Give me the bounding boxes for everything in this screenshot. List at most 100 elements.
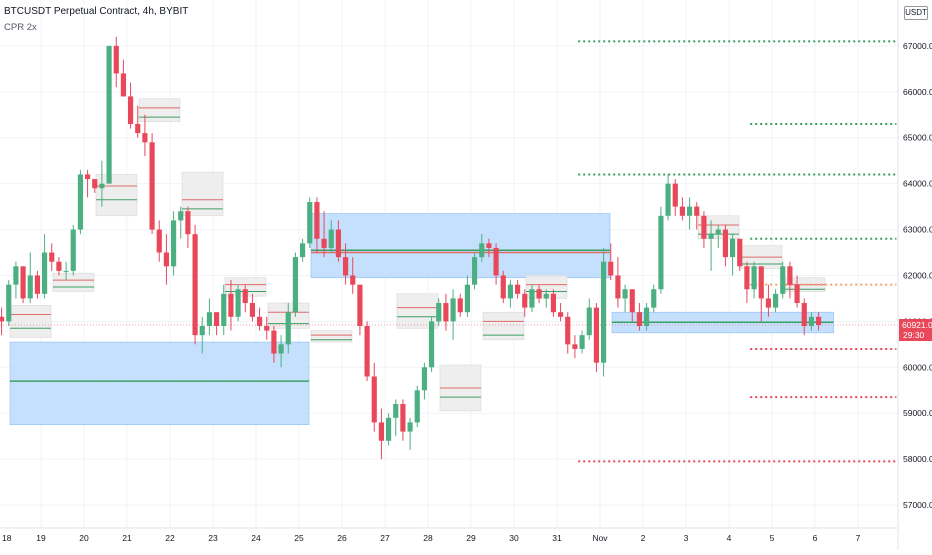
candle-body: [185, 211, 191, 235]
candle-body: [421, 367, 427, 391]
candle-body: [593, 307, 599, 363]
candle-body: [808, 316, 814, 326]
time-tick-label: 22: [165, 533, 175, 543]
candle-body: [722, 229, 728, 258]
cpr-zone: [310, 213, 611, 279]
candle-body: [601, 261, 607, 363]
price-tick-label: 59000.0: [903, 408, 932, 418]
candle-body: [400, 404, 406, 432]
candle-body: [249, 303, 255, 317]
candle-body: [651, 289, 657, 308]
candle-body: [178, 211, 184, 221]
candle-body: [486, 243, 492, 248]
candle-body: [42, 252, 48, 294]
cpr-box: [138, 98, 181, 122]
candle-body: [436, 303, 442, 322]
candle-body: [63, 270, 69, 272]
candle-body: [271, 330, 277, 354]
candle-body: [386, 417, 392, 441]
candle-body: [665, 183, 671, 216]
candle-body: [85, 174, 91, 180]
price-tick-label: 65000.0: [903, 133, 932, 143]
candle-body: [335, 229, 341, 258]
candle-body: [214, 312, 220, 326]
currency-unit-badge[interactable]: USDT: [904, 6, 928, 20]
candle-body: [536, 289, 542, 299]
candle-body: [672, 183, 678, 207]
candle-body: [56, 261, 62, 271]
candle-body: [113, 45, 119, 74]
time-tick-label: 28: [423, 533, 433, 543]
time-tick-label: 7: [856, 533, 861, 543]
candle-body: [493, 247, 499, 276]
time-tick-label: 26: [337, 533, 347, 543]
candle-body: [257, 316, 263, 326]
time-tick-label: 20: [79, 533, 89, 543]
candle-body: [636, 312, 642, 326]
time-tick-label: 21: [122, 533, 132, 543]
candle-body: [443, 303, 449, 322]
candle-body: [658, 215, 664, 290]
candle-body: [464, 284, 470, 313]
projected-levels: [0, 40, 898, 463]
time-tick-label: 19: [36, 533, 46, 543]
candle-body: [106, 45, 112, 184]
candle-body: [171, 220, 177, 267]
candle-body: [507, 284, 513, 299]
candle-body: [285, 312, 291, 345]
candle-body: [350, 275, 356, 285]
price-tick-label: 64000.0: [903, 179, 932, 189]
candle-body: [221, 293, 227, 326]
cpr-box: [9, 305, 52, 338]
candle-body: [120, 73, 126, 97]
time-tick-label: 3: [684, 533, 689, 543]
candle-body: [715, 229, 721, 235]
cpr-box: [310, 330, 353, 343]
candle-body: [199, 325, 205, 336]
price-tick-label: 66000.0: [903, 87, 932, 97]
time-tick-label: 27: [380, 533, 390, 543]
price-tick-label: 58000.0: [903, 454, 932, 464]
candle-body: [615, 275, 621, 299]
candle-body: [156, 229, 162, 253]
candle-body: [92, 179, 98, 189]
candle-body: [70, 229, 76, 271]
time-tick-label: 25: [294, 533, 304, 543]
time-tick-label: 24: [251, 533, 261, 543]
candle-body: [99, 183, 105, 189]
candle-body: [701, 215, 707, 239]
candle-body: [206, 312, 212, 326]
candle-body: [364, 325, 370, 377]
candle-body: [20, 266, 26, 299]
candle-body: [708, 234, 714, 239]
indicator-label[interactable]: CPR 2x: [4, 22, 37, 33]
candle-body: [801, 303, 807, 326]
time-tick-label: 2: [641, 533, 646, 543]
last-price-value: 60921.0: [902, 320, 932, 330]
candle-body: [314, 202, 320, 239]
candle-body: [687, 206, 693, 216]
price-tick-label: 57000.0: [903, 500, 932, 510]
candle-body: [550, 293, 556, 313]
candle-body: [163, 252, 169, 267]
candle-body: [149, 142, 155, 230]
price-tick-label: 63000.0: [903, 225, 932, 235]
candle-body: [730, 238, 736, 258]
cpr-box: [95, 174, 138, 217]
candle-body: [644, 307, 650, 326]
candle-body: [694, 206, 700, 216]
candle-body: [371, 376, 377, 423]
candle-body: [357, 284, 363, 326]
cpr-zones: [9, 213, 834, 425]
candle-body: [816, 316, 822, 326]
candle-body: [292, 257, 298, 313]
candle-body: [780, 266, 786, 294]
candle-body: [27, 275, 33, 299]
candle-body: [629, 289, 635, 313]
candle-body: [586, 307, 592, 336]
candle-body: [622, 289, 628, 299]
price-tick-label: 60000.0: [903, 362, 932, 372]
